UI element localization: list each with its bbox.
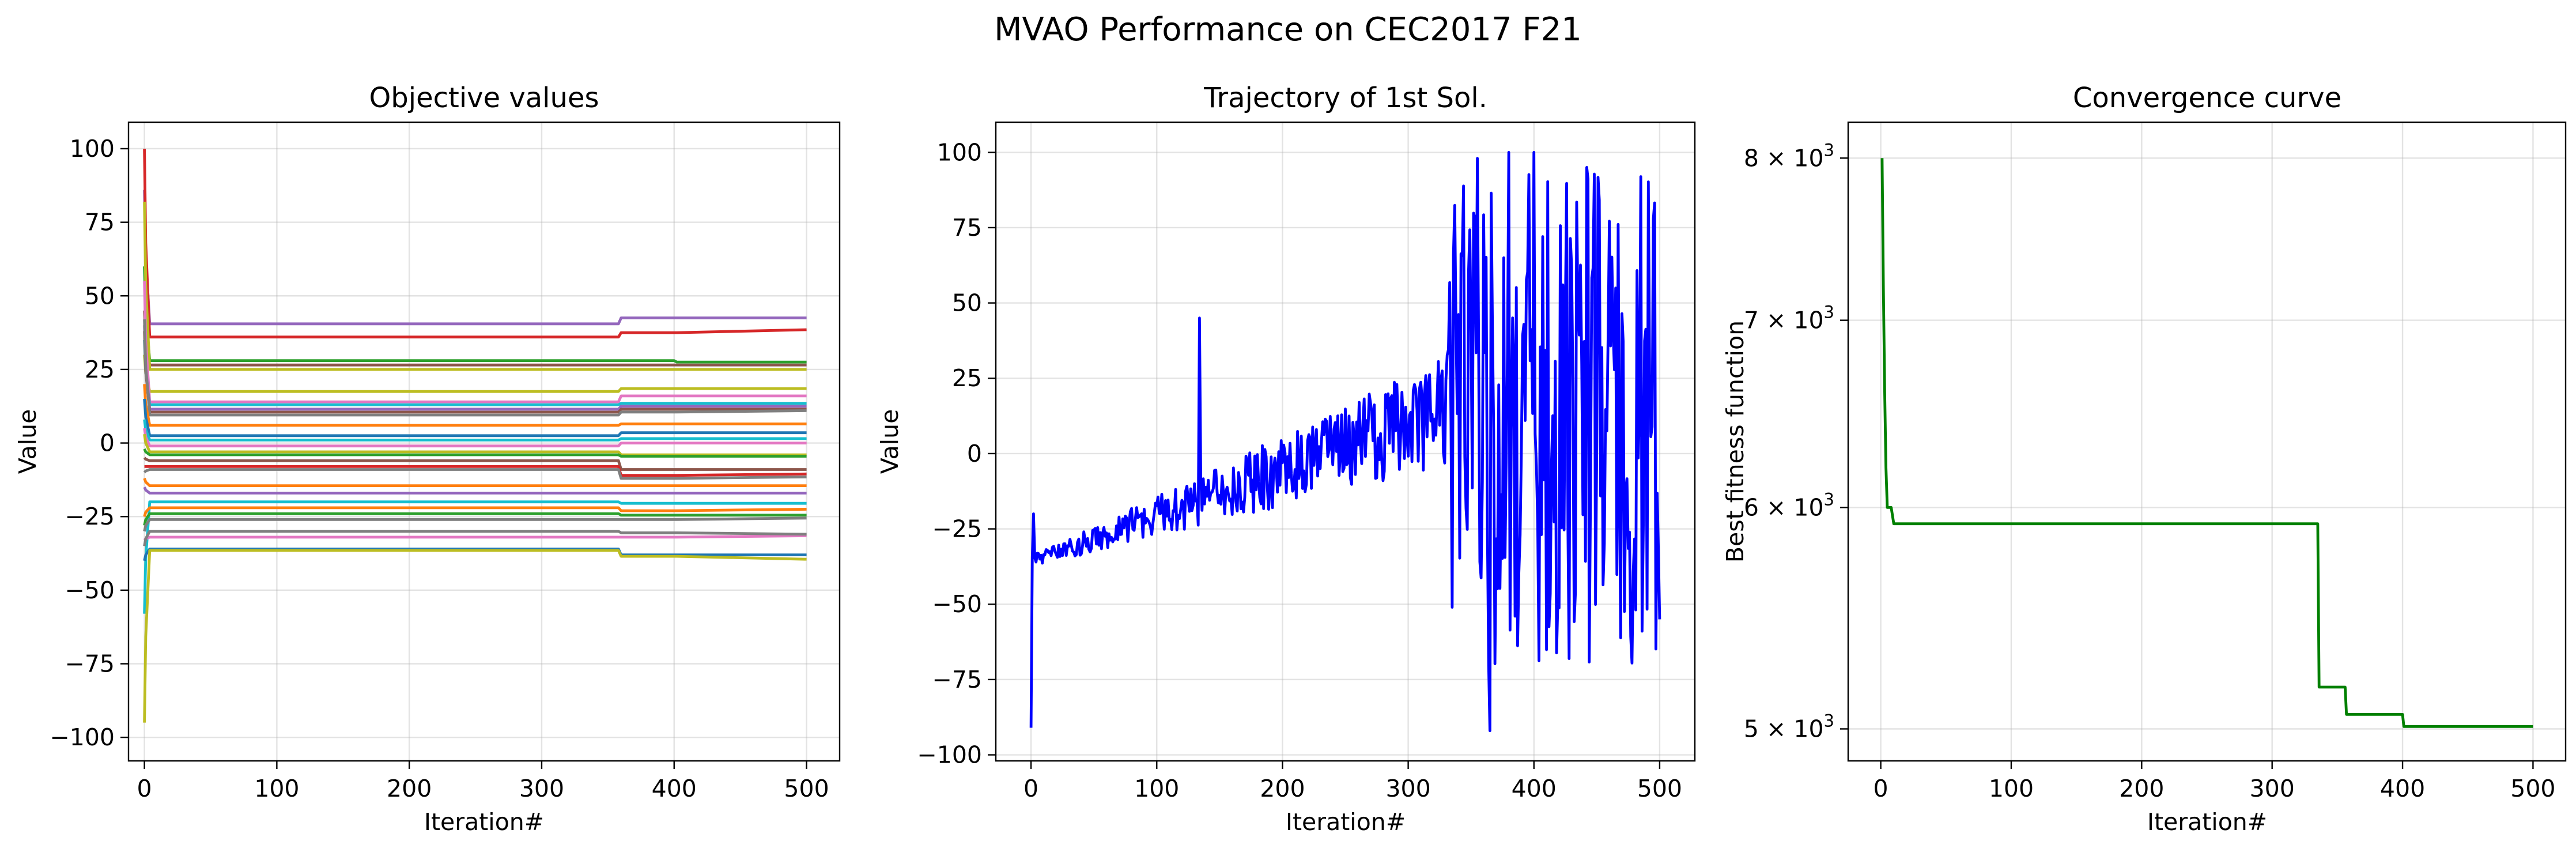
x-tick-label: 400 [2380, 775, 2425, 802]
series-line-17 [143, 448, 807, 458]
y-tick-label: −25 [65, 503, 115, 530]
panel-title: Trajectory of 1st Sol. [1203, 82, 1487, 114]
panel-title: Objective values [369, 82, 599, 114]
trajectory-line [1029, 150, 1661, 733]
x-tick-label: 0 [1023, 775, 1038, 802]
panel-title: Convergence curve [2073, 82, 2341, 114]
y-tick-base: 7 × 10 [1744, 307, 1824, 334]
convergence-line [1880, 158, 2533, 728]
x-tick-label: 0 [1874, 775, 1888, 802]
y-tick-label: −25 [932, 515, 982, 543]
y-tick-label: 6 × 103 [1744, 489, 1834, 521]
series-group [1880, 158, 2533, 728]
series-line-18 [143, 457, 807, 471]
y-tick-exponent: 3 [1824, 489, 1834, 509]
y-tick-label: 25 [952, 364, 982, 392]
ticks: 0 100 200 300 400 500 100 75 50 25 0 −25 −50 −75 −100 [917, 138, 1682, 802]
y-tick-base: 5 × 10 [1744, 715, 1824, 742]
x-tick-label: 200 [1260, 775, 1305, 802]
series-line-28 [143, 530, 807, 546]
series-line-2 [143, 148, 807, 339]
x-tick-label: 400 [652, 775, 697, 802]
x-tick-label: 500 [1637, 775, 1682, 802]
y-axis-label: Value [876, 409, 904, 474]
x-tick-label: 300 [1385, 775, 1430, 802]
trajectory-panel: Trajectory of 1st Sol. Iteration# Value … [876, 82, 1696, 836]
y-tick-label: 50 [952, 289, 982, 317]
series-line-25 [143, 512, 807, 526]
y-tick-label: 25 [85, 356, 115, 383]
plot-frame [1847, 121, 2567, 762]
y-tick-label: 75 [85, 209, 115, 236]
y-tick-label: −75 [932, 666, 982, 693]
x-tick-label: 100 [1134, 775, 1179, 802]
y-tick-label: −100 [50, 723, 115, 751]
y-tick-base: 6 × 10 [1744, 493, 1824, 521]
y-tick-exponent: 3 [1824, 711, 1834, 730]
y-tick-label: 50 [85, 282, 115, 310]
x-tick-label: 300 [519, 775, 564, 802]
ticks: 0 100 200 300 400 500 100 75 50 25 0 −25 −50 −75 −100 [50, 135, 829, 802]
y-tick-label: 100 [937, 138, 982, 166]
series-line-22 [143, 487, 807, 495]
series-line-15 [143, 428, 807, 448]
x-tick-label: 100 [1989, 775, 2034, 802]
x-tick-label: 500 [784, 775, 829, 802]
x-tick-label: 500 [2510, 775, 2555, 802]
y-tick-label: 5 × 103 [1744, 711, 1834, 742]
series-line-12 [143, 384, 807, 427]
y-tick-label: 7 × 103 [1744, 303, 1834, 334]
objective-values-panel: Objective values Iteration# Value 0 100 20… [14, 82, 841, 836]
y-tick-label: 100 [70, 135, 115, 163]
y-tick-label: −100 [917, 741, 982, 769]
y-tick-label: −50 [932, 590, 982, 618]
series-line-21 [143, 477, 807, 487]
grid [129, 122, 840, 761]
y-tick-label: 75 [952, 214, 982, 242]
plot-frame [995, 121, 1696, 762]
series-line-16 [143, 433, 807, 457]
series-line-11 [143, 319, 807, 417]
figure-suptitle: MVAO Performance on CEC2017 F21 [994, 11, 1582, 48]
series-line-20 [143, 468, 807, 480]
series-line-30 [143, 549, 807, 723]
y-axis-label: Value [14, 409, 41, 474]
x-tick-label: 200 [2119, 775, 2164, 802]
series-line-19 [144, 465, 807, 477]
y-tick-exponent: 3 [1824, 303, 1834, 322]
y-axis-label: Best fitness function [1721, 320, 1749, 563]
series-line-13 [143, 398, 807, 438]
series-line-5 [143, 201, 807, 371]
series-line-14 [143, 419, 807, 442]
plot-frame [127, 121, 841, 762]
series-line-24 [143, 506, 807, 517]
y-tick-exponent: 3 [1824, 140, 1834, 160]
x-axis-label: Iteration# [1286, 808, 1406, 836]
convergence-panel: Convergence curve Iteration# Best fitnes… [1721, 82, 2567, 836]
series-group [1029, 150, 1661, 733]
grid [1848, 122, 2566, 761]
y-tick-label: 8 × 103 [1744, 140, 1834, 172]
y-tick-base: 8 × 10 [1744, 144, 1824, 172]
x-tick-label: 400 [1512, 775, 1557, 802]
x-tick-label: 0 [137, 775, 152, 802]
x-tick-label: 300 [2250, 775, 2295, 802]
x-axis-label: Iteration# [2147, 808, 2267, 836]
y-tick-label: −50 [65, 576, 115, 604]
series-group [143, 148, 807, 723]
series-line-26 [143, 516, 807, 532]
x-tick-label: 200 [387, 775, 432, 802]
series-line-27 [143, 534, 807, 541]
y-tick-label: 0 [100, 429, 115, 457]
x-axis-label: Iteration# [424, 808, 544, 836]
x-tick-label: 100 [254, 775, 299, 802]
y-tick-label: 0 [967, 440, 982, 467]
y-tick-label: −75 [65, 650, 115, 678]
